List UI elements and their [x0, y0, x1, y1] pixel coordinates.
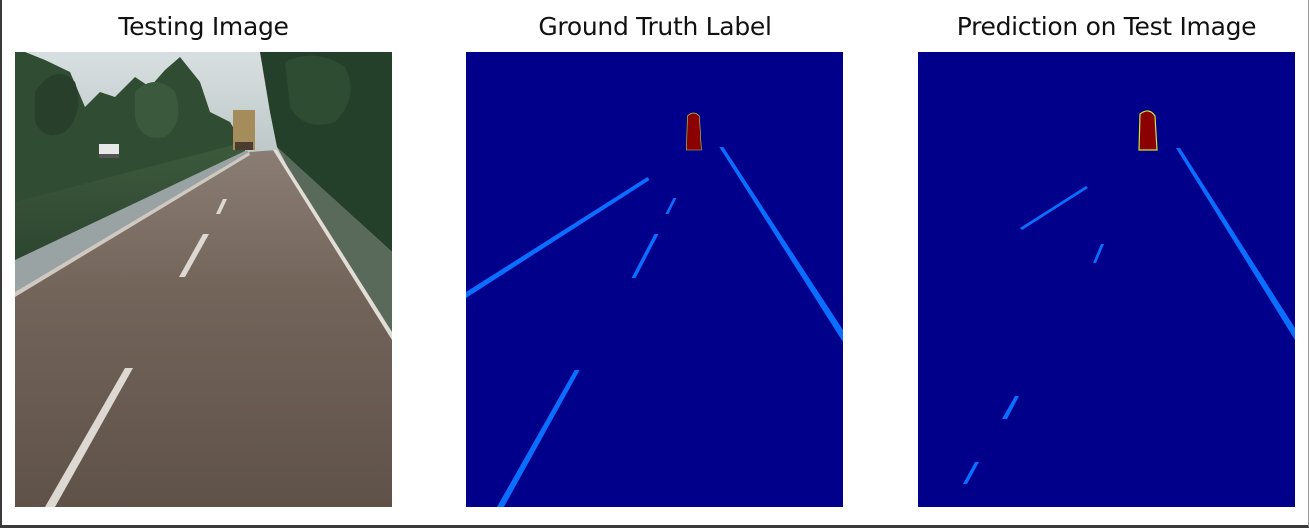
lane-dash — [45, 368, 133, 507]
vehicle-mask — [686, 112, 702, 151]
ground-truth-title: Ground Truth Label — [538, 12, 772, 41]
left-barrier — [15, 150, 249, 292]
lane-dash — [496, 370, 580, 507]
ground-truth-mask — [466, 52, 843, 507]
lane-dash — [963, 462, 979, 484]
lane-dash — [665, 198, 677, 214]
mask-background — [918, 52, 1295, 507]
vehicle-mask — [1138, 110, 1158, 151]
mask-background — [466, 52, 843, 507]
lane-line-right — [719, 147, 843, 342]
truck — [233, 110, 255, 150]
lane-dash — [1093, 244, 1104, 263]
left-edge-line — [15, 152, 250, 297]
lane-line-right — [1176, 148, 1295, 340]
lane-dash — [1002, 396, 1019, 419]
lane-dash — [631, 234, 659, 278]
testing-image — [15, 52, 392, 507]
testing-image-title: Testing Image — [118, 12, 289, 41]
prediction-mask — [918, 52, 1295, 507]
lane-line-left — [466, 177, 650, 298]
lane-dash — [179, 234, 209, 277]
prediction-title: Prediction on Test Image — [956, 12, 1257, 41]
right-edge-line — [273, 150, 392, 340]
lane-dash — [216, 199, 227, 214]
lane-line-left — [1020, 186, 1088, 230]
